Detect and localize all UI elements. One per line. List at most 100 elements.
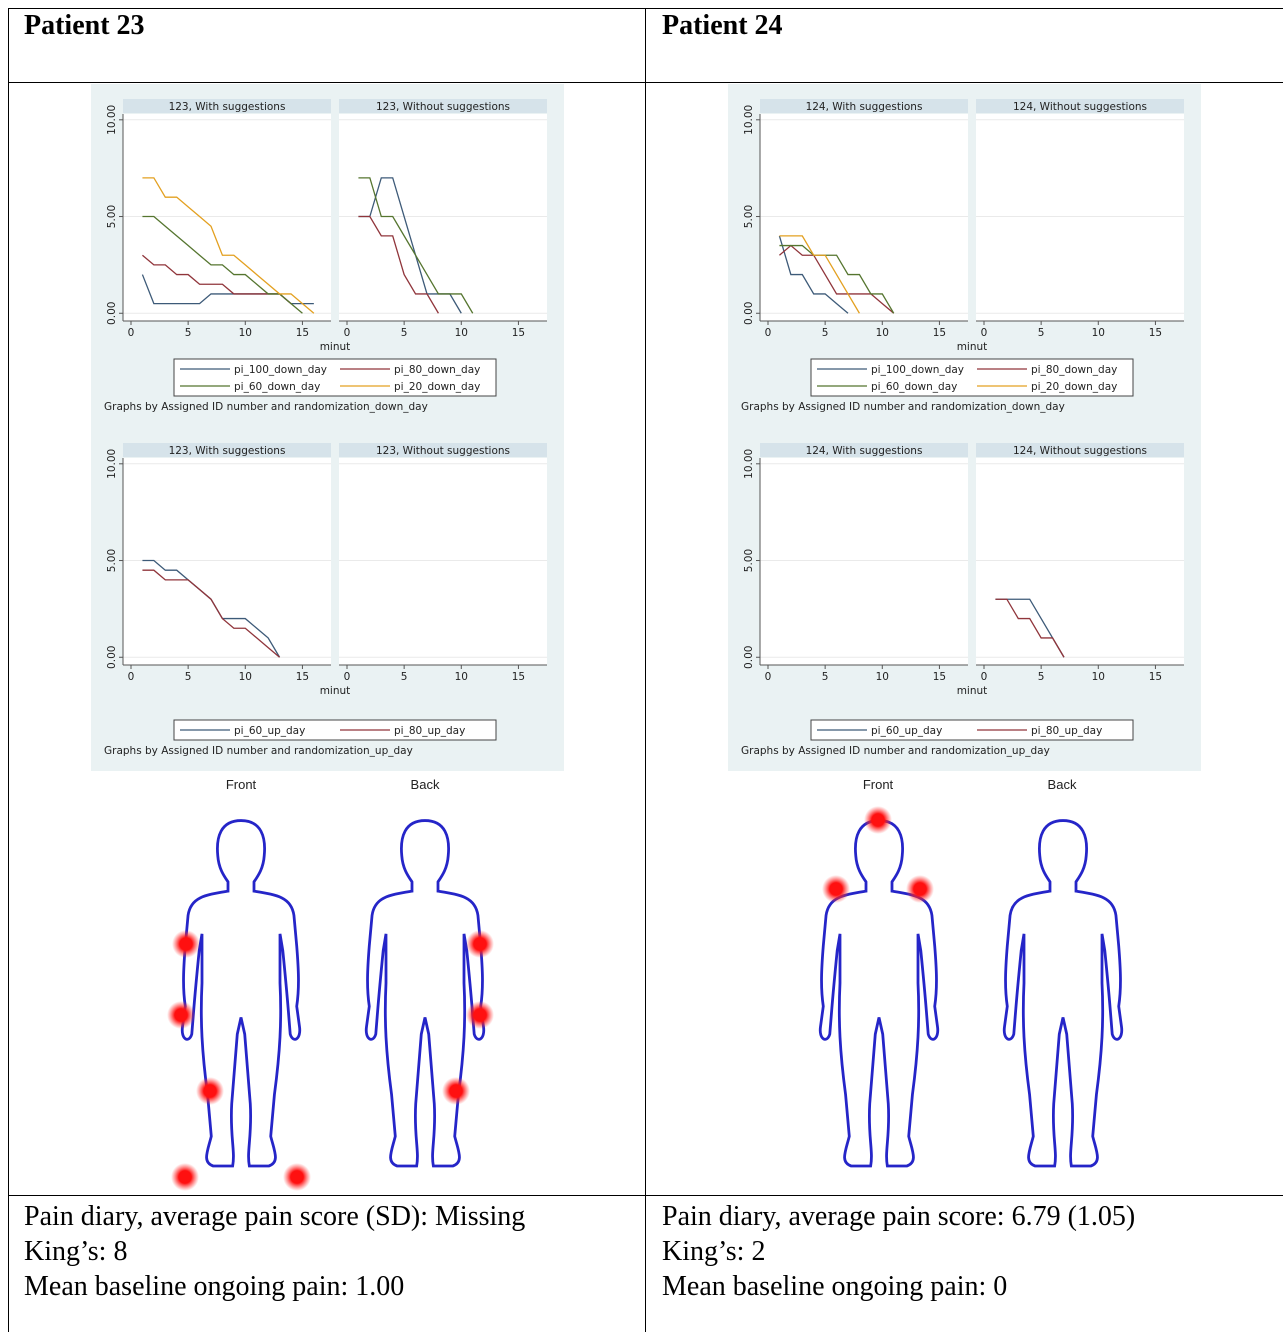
x-tick-label: 5	[822, 671, 829, 683]
x-tick-label: 5	[185, 671, 192, 683]
y-tick-label: 10.00	[106, 449, 118, 479]
figure-note: Graphs by Assigned ID number and randomi…	[741, 401, 1065, 413]
figure-note: Graphs by Assigned ID number and randomi…	[104, 401, 428, 413]
y-tick-label: 0.00	[743, 302, 755, 325]
x-tick-label: 10	[1092, 327, 1105, 339]
x-axis-label: minut	[320, 341, 351, 353]
legend-label: pi_80_up_day	[1031, 725, 1102, 737]
plot-area	[760, 114, 968, 321]
panel-title: 123, Without suggestions	[376, 445, 510, 457]
body-label: Back	[411, 777, 440, 792]
summary-line: Pain diary, average pain score: 6.79 (1.…	[662, 1199, 1135, 1234]
panel-title: 124, With suggestions	[806, 445, 923, 457]
panel-title: 123, With suggestions	[169, 445, 286, 457]
panel-title: 124, With suggestions	[806, 101, 923, 113]
body-label: Back	[1048, 777, 1077, 792]
y-tick-label: 5.00	[743, 205, 755, 228]
y-tick-label: 10.00	[106, 105, 118, 135]
x-tick-label: 5	[401, 671, 408, 683]
summary-line: King’s: 2	[662, 1234, 1135, 1269]
legend-label: pi_80_down_day	[1031, 364, 1117, 376]
x-tick-label: 10	[455, 671, 468, 683]
x-tick-label: 5	[185, 327, 192, 339]
y-tick-label: 0.00	[106, 302, 118, 325]
body-front	[182, 821, 300, 1166]
plot-area	[339, 458, 547, 665]
x-tick-label: 15	[1149, 671, 1162, 683]
x-axis-label: minut	[957, 341, 988, 353]
legend-label: pi_60_up_day	[871, 725, 942, 737]
legend-label: pi_60_down_day	[871, 381, 957, 393]
page: Patient 23 Patient 24 Front Back 123, Wi…	[0, 0, 1283, 1332]
y-tick-label: 5.00	[106, 549, 118, 572]
figure-note: Graphs by Assigned ID number and randomi…	[104, 745, 413, 757]
legend-label: pi_60_down_day	[234, 381, 320, 393]
summary-line: Pain diary, average pain score (SD): Mis…	[24, 1199, 525, 1234]
x-tick-label: 10	[239, 671, 252, 683]
x-tick-label: 10	[239, 327, 252, 339]
x-tick-label: 5	[822, 327, 829, 339]
plot-area	[760, 458, 968, 665]
y-tick-label: 5.00	[743, 549, 755, 572]
plot-area	[976, 458, 1184, 665]
patient-figure: Front Back 123, With suggestions 0.00 5.00…	[9, 84, 644, 1194]
x-tick-label: 0	[765, 671, 772, 683]
x-tick-label: 0	[765, 327, 772, 339]
x-tick-label: 0	[981, 327, 988, 339]
x-tick-label: 0	[344, 671, 351, 683]
x-tick-label: 5	[1038, 671, 1045, 683]
plot-area	[976, 114, 1184, 321]
x-tick-label: 15	[933, 671, 946, 683]
summary: Pain diary, average pain score: 6.79 (1.…	[662, 1199, 1135, 1304]
figure-note: Graphs by Assigned ID number and randomi…	[741, 745, 1050, 757]
summary-line: Mean baseline ongoing pain: 0	[662, 1269, 1135, 1304]
body-label: Front	[226, 777, 257, 792]
x-axis-label: minut	[957, 685, 988, 697]
x-tick-label: 10	[876, 327, 889, 339]
x-tick-label: 10	[1092, 671, 1105, 683]
x-tick-label: 10	[455, 327, 468, 339]
column-header: Patient 23	[24, 10, 145, 42]
panel-title: 123, Without suggestions	[376, 101, 510, 113]
y-tick-label: 10.00	[743, 449, 755, 479]
y-tick-label: 0.00	[106, 646, 118, 669]
summary: Pain diary, average pain score (SD): Mis…	[24, 1199, 525, 1304]
x-tick-label: 15	[512, 327, 525, 339]
panel-title: 124, Without suggestions	[1013, 445, 1147, 457]
x-tick-label: 0	[981, 671, 988, 683]
patient-figure: Front Back 124, With suggestions 0.00 5.00…	[646, 84, 1282, 1194]
panel-title: 124, Without suggestions	[1013, 101, 1147, 113]
x-axis-label: minut	[320, 685, 351, 697]
x-tick-label: 0	[128, 671, 135, 683]
legend-label: pi_20_down_day	[394, 381, 480, 393]
x-tick-label: 5	[401, 327, 408, 339]
x-tick-label: 0	[128, 327, 135, 339]
legend-label: pi_20_down_day	[1031, 381, 1117, 393]
x-tick-label: 0	[344, 327, 351, 339]
x-tick-label: 10	[876, 671, 889, 683]
y-tick-label: 10.00	[743, 105, 755, 135]
legend-label: pi_100_down_day	[871, 364, 964, 376]
x-tick-label: 15	[1149, 327, 1162, 339]
summary-line: King’s: 8	[24, 1234, 525, 1269]
pain-markers	[167, 930, 494, 1191]
x-tick-label: 15	[296, 671, 309, 683]
legend-label: pi_80_down_day	[394, 364, 480, 376]
y-tick-label: 5.00	[106, 205, 118, 228]
panel-title: 123, With suggestions	[169, 101, 286, 113]
x-tick-label: 15	[933, 327, 946, 339]
y-tick-label: 0.00	[743, 646, 755, 669]
summary-line: Mean baseline ongoing pain: 1.00	[24, 1269, 525, 1304]
legend-label: pi_60_up_day	[234, 725, 305, 737]
column-header: Patient 24	[662, 10, 783, 42]
legend-label: pi_100_down_day	[234, 364, 327, 376]
x-tick-label: 15	[296, 327, 309, 339]
body-back	[1004, 821, 1122, 1166]
x-tick-label: 15	[512, 671, 525, 683]
body-back	[366, 821, 484, 1166]
body-front	[820, 821, 938, 1166]
body-label: Front	[863, 777, 894, 792]
pain-markers	[822, 806, 934, 903]
legend-label: pi_80_up_day	[394, 725, 465, 737]
x-tick-label: 5	[1038, 327, 1045, 339]
